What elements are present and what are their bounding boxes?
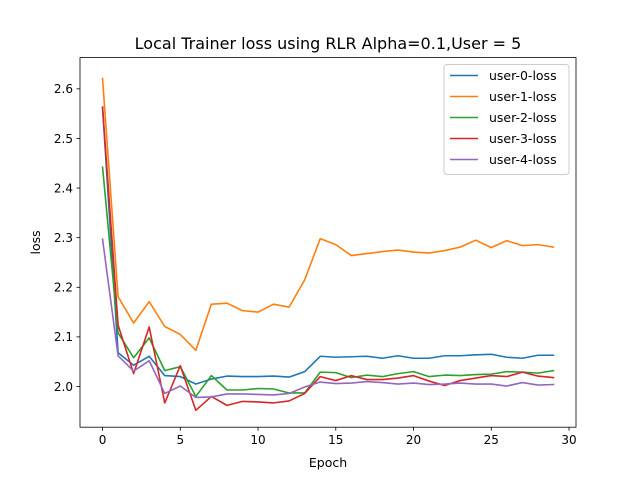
legend-box	[443, 64, 570, 175]
y-axis-label: loss	[28, 230, 43, 254]
legend: user-0-loss user-1-loss user-2-loss user-3-…	[443, 64, 570, 175]
series-line-user-3-loss	[101, 106, 555, 412]
series-line-user-4-loss	[101, 238, 555, 399]
y-tick-label: 2.4	[54, 181, 73, 195]
x-tick-label: 20	[406, 433, 421, 447]
x-tick-label: 0	[99, 433, 107, 447]
plot-frame	[79, 57, 577, 428]
y-axis: 2.0 2.1 2.2 2.3 2.4 2.5 2.6	[54, 82, 80, 394]
legend-entry: user-3-loss	[489, 131, 557, 146]
chart-title: Local Trainer loss using RLR Alpha=0.1,U…	[135, 34, 522, 53]
y-tick-label: 2.2	[54, 281, 73, 295]
y-tick-label: 2.1	[54, 330, 73, 344]
legend-entry: user-1-loss	[489, 89, 557, 104]
y-tick-label: 2.3	[54, 231, 73, 245]
series-line-user-0-loss	[101, 106, 555, 385]
x-axis-label: Epoch	[309, 455, 347, 470]
x-tick-label: 5	[176, 433, 184, 447]
x-tick-label: 15	[328, 433, 343, 447]
x-tick-label: 10	[250, 433, 265, 447]
y-tick-label: 2.5	[54, 132, 73, 146]
series-line-user-1-loss	[101, 77, 555, 352]
legend-entry: user-0-loss	[489, 68, 557, 83]
legend-entry: user-2-loss	[489, 110, 557, 125]
legend-entry: user-4-loss	[489, 152, 557, 167]
x-tick-label: 30	[561, 433, 576, 447]
series-line-user-2-loss	[101, 166, 555, 398]
x-axis: 0 5 10 15 20 25 30	[99, 427, 577, 447]
y-tick-label: 2.6	[54, 82, 73, 96]
series-layer	[101, 77, 555, 412]
x-tick-label: 25	[484, 433, 499, 447]
y-tick-label: 2.0	[54, 380, 73, 394]
